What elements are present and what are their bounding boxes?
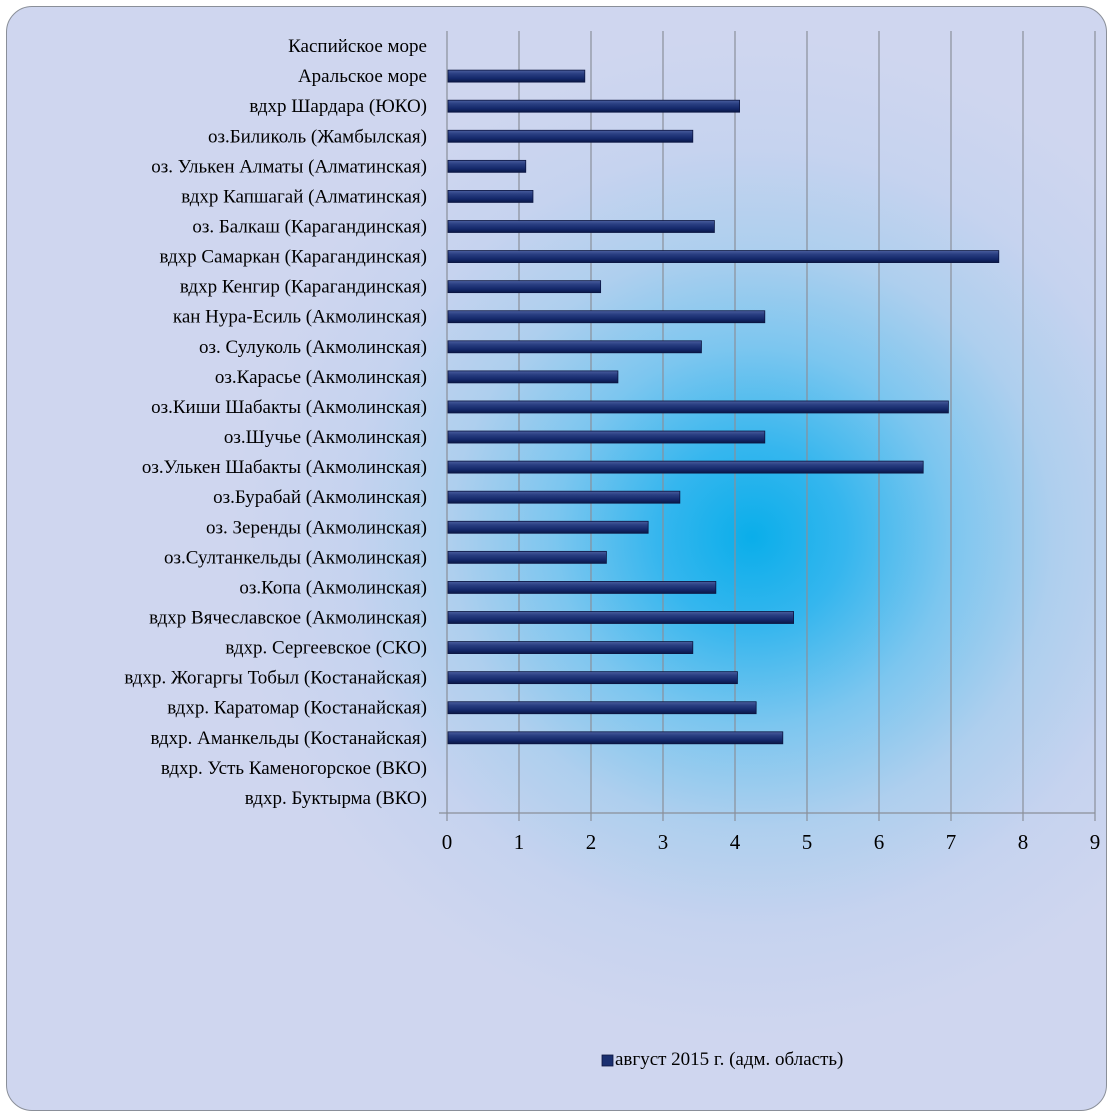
bar: [447, 490, 681, 504]
x-tick-label: 0: [442, 830, 453, 854]
category-label: оз.Бурабай (Акмолинская): [213, 487, 427, 508]
category-label: вдхр Шардара (ЮКО): [249, 96, 427, 117]
category-label: вдхр Самаркан (Карагандинская): [159, 247, 427, 268]
x-tick-label: 7: [946, 830, 957, 854]
category-label: вдхр. Буктырма (ВКО): [245, 788, 427, 809]
bar: [447, 430, 766, 444]
bar: [447, 220, 715, 233]
bar: [447, 520, 649, 534]
category-label: оз.Султанкельды (Акмолинская): [164, 547, 427, 568]
x-tick-label: 3: [658, 830, 669, 854]
category-label: вдхр. Жогаргы Тобыл (Костанайская): [124, 668, 427, 689]
x-tick-label: 2: [586, 830, 597, 854]
x-tick-label: 5: [802, 830, 813, 854]
x-tick-label: 1: [514, 830, 525, 854]
x-tick-label: 8: [1018, 830, 1029, 854]
category-label: вдхр Капшагай (Алматинская): [181, 186, 427, 207]
category-label: оз.Биликоль (Жамбылская): [208, 126, 427, 147]
category-label: кан Нура-Есиль (Акмолинская): [173, 307, 427, 328]
bar: [447, 611, 795, 624]
category-label: вдхр. Усть Каменогорское (ВКО): [161, 758, 427, 779]
category-label: Каспийское море: [288, 36, 427, 57]
bar: [447, 280, 602, 294]
bar: [447, 701, 757, 715]
chart-frame: Каспийское море Аральское море вдхр Шардар…: [6, 6, 1107, 1111]
category-label: оз.Карасье (Акмолинская): [215, 367, 427, 388]
bar: [447, 370, 619, 384]
category-label: вдхр. Каратомар (Костанайская): [167, 698, 427, 719]
x-tick-labels: 0 1 2 3 4 5 6 7 8 9: [442, 830, 1101, 854]
category-label: оз. Зеренды (Акмолинская): [206, 517, 427, 538]
category-label: вдхр Кенгир (Карагандинская): [180, 277, 427, 298]
category-label: оз. Улькен Алматы (Алматинская): [151, 156, 427, 177]
bar: [447, 129, 694, 143]
category-label: оз. Сулуколь (Акмолинская): [199, 337, 427, 358]
x-tick-label: 6: [874, 830, 885, 854]
category-label: оз.Копа (Акмолинская): [239, 577, 427, 598]
legend-swatch: [601, 1054, 614, 1067]
category-label: оз.Шучье (Акмолинская): [224, 427, 427, 448]
category-label: вдхр Вячеславское (Акмолинская): [149, 608, 427, 629]
x-tick-label: 4: [730, 830, 741, 854]
category-label: оз.Киши Шабакты (Акмолинская): [151, 397, 427, 418]
bar: [447, 671, 738, 685]
legend: август 2015 г. (адм. область): [601, 1049, 843, 1070]
bar: [447, 460, 924, 474]
bar: [447, 310, 766, 324]
bar: [447, 99, 741, 113]
bar: [447, 190, 534, 203]
bar: [447, 400, 949, 414]
bar: [447, 69, 586, 83]
bar-chart: Каспийское море Аральское море вдхр Шардар…: [124, 31, 1101, 1070]
category-label: Аральское море: [298, 66, 427, 87]
bar: [447, 641, 694, 654]
legend-label: август 2015 г. (адм. область): [615, 1049, 843, 1070]
bars: [447, 69, 1000, 745]
bar: [447, 340, 702, 354]
bar: [447, 159, 527, 173]
category-labels: Каспийское море Аральское море вдхр Шардар…: [124, 36, 427, 809]
bar: [447, 250, 1000, 263]
category-label: вдхр. Сергеевское (СКО): [225, 638, 427, 659]
x-tick-label: 9: [1090, 830, 1101, 854]
category-label: вдхр. Аманкельды (Костанайская): [151, 728, 427, 749]
category-label: оз.Улькен Шабакты (Акмолинская): [142, 457, 427, 478]
bar: [447, 550, 607, 564]
bar: [447, 731, 784, 745]
bar: [447, 581, 717, 594]
category-label: оз. Балкаш (Карагандинская): [192, 217, 427, 238]
